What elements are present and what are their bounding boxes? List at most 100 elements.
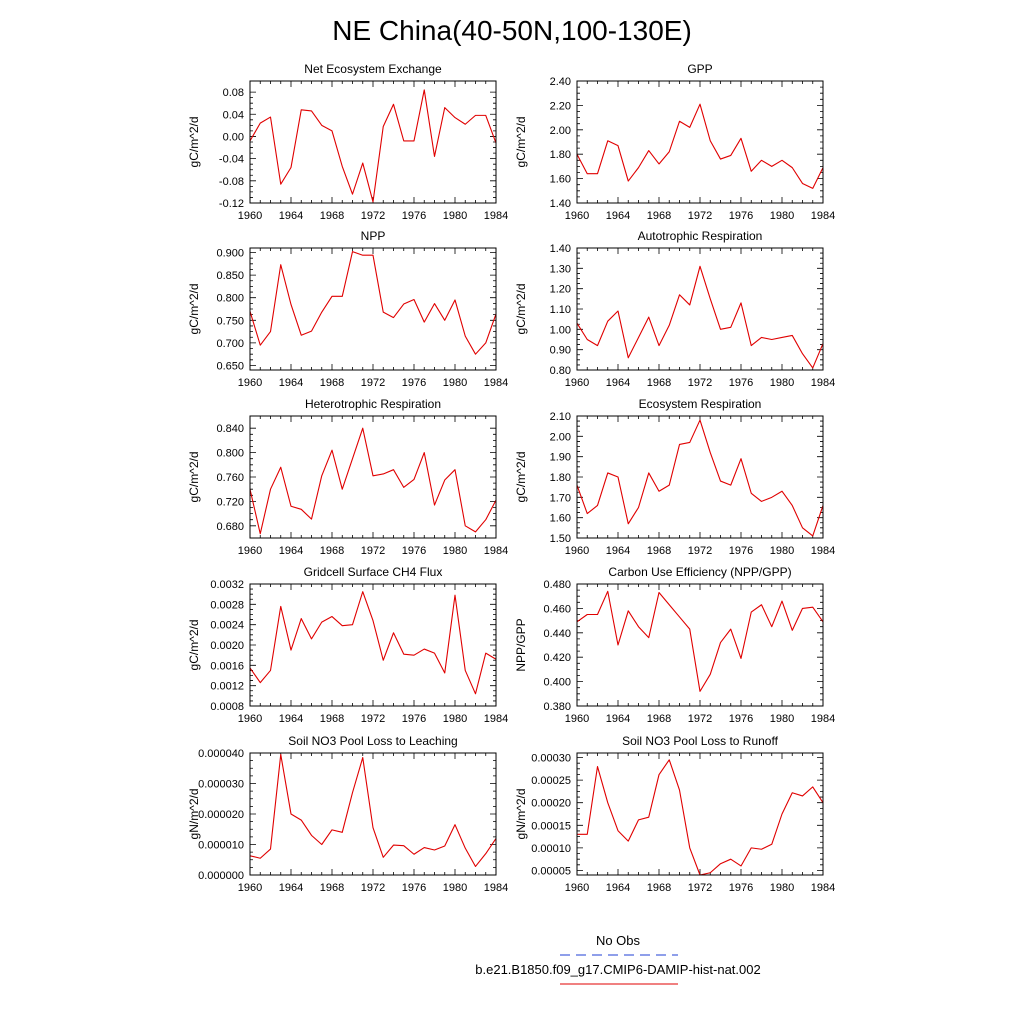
panel: Soil NO3 Pool Loss to Leaching gN/m^2/d 19…: [187, 734, 508, 894]
y-tick-label: 0.04: [223, 109, 244, 121]
x-tick-label: 1976: [729, 882, 753, 894]
panel: Soil NO3 Pool Loss to Runoff gN/m^2/d 1960…: [514, 734, 835, 894]
x-tick-label: 1964: [606, 377, 630, 389]
y-tick-label: 1.80: [550, 149, 571, 161]
y-tick-label: 0.380: [543, 701, 571, 713]
x-tick-label: 1980: [443, 210, 467, 222]
y-axis-label: gC/m^2/d: [514, 284, 528, 335]
y-tick-label: 0.000010: [198, 840, 244, 852]
x-tick-label: 1980: [770, 713, 794, 725]
y-tick-label: 0.0028: [210, 599, 244, 611]
y-tick-label: -0.04: [219, 154, 244, 166]
x-tick-label: 1972: [688, 713, 712, 725]
y-tick-label: 0.0016: [210, 660, 244, 672]
x-tick-label: 1964: [279, 545, 303, 557]
axis-ticks: [249, 81, 497, 204]
x-tick-label: 1960: [238, 210, 262, 222]
plot-frame: [249, 583, 497, 707]
x-tick-label: 1976: [729, 210, 753, 222]
series-line: [576, 265, 824, 369]
y-tick-label: 2.10: [550, 411, 571, 423]
y-tick-label: 1.40: [550, 198, 571, 210]
plot-frame: [249, 752, 497, 876]
x-tick-label: 1960: [565, 545, 589, 557]
y-tick-label: 0.720: [216, 496, 244, 508]
x-tick-label: 1972: [688, 882, 712, 894]
y-tick-label: 0.90: [550, 345, 571, 357]
x-tick-label: 1976: [402, 882, 426, 894]
panel-grid: Net Ecosystem Exchange gC/m^2/d 1960 1964 19…: [187, 62, 835, 894]
y-axis-label: gN/m^2/d: [514, 789, 528, 840]
y-tick-label: 0.00010: [531, 843, 571, 855]
x-tick-label: 1980: [443, 713, 467, 725]
x-tick-label: 1972: [688, 545, 712, 557]
x-tick-label: 1980: [770, 377, 794, 389]
x-tick-label: 1964: [606, 713, 630, 725]
y-tick-label: 0.000040: [198, 748, 244, 760]
y-tick-label: 0.0032: [210, 579, 244, 591]
x-tick-label: 1964: [606, 882, 630, 894]
x-tick-label: 1960: [565, 377, 589, 389]
y-axis-label: gC/m^2/d: [514, 117, 528, 168]
y-tick-label: 1.90: [550, 452, 571, 464]
x-tick-label: 1976: [402, 713, 426, 725]
y-tick-label: 2.40: [550, 76, 571, 88]
panel-title: Ecosystem Respiration: [639, 397, 762, 411]
y-tick-label: 0.00015: [531, 820, 571, 832]
y-tick-label: 0.000020: [198, 809, 244, 821]
y-tick-label: 0.000000: [198, 870, 244, 882]
panel-title: GPP: [687, 62, 712, 76]
x-tick-label: 1968: [647, 713, 671, 725]
series-line: [249, 427, 497, 535]
x-tick-label: 1972: [361, 713, 385, 725]
series-line: [576, 590, 824, 692]
plot-frame: [576, 247, 824, 371]
y-tick-label: 0.850: [216, 270, 244, 282]
x-tick-label: 1960: [238, 882, 262, 894]
y-tick-label: 0.680: [216, 521, 244, 533]
x-tick-label: 1976: [729, 713, 753, 725]
x-tick-label: 1972: [361, 882, 385, 894]
x-tick-label: 1976: [402, 377, 426, 389]
plot-frame: [576, 752, 824, 876]
x-tick-label: 1984: [484, 713, 508, 725]
x-tick-label: 1980: [770, 210, 794, 222]
panel: Gridcell Surface CH4 Flux gC/m^2/d 1960 196…: [187, 565, 508, 725]
series-line: [249, 251, 497, 355]
y-tick-label: 2.00: [550, 125, 571, 137]
panel: Autotrophic Respiration gC/m^2/d 1960 1964 1…: [514, 229, 835, 389]
plot-frame: [249, 247, 497, 371]
legend-model-label: b.e21.B1850.f09_g17.CMIP6-DAMIP-hist-nat…: [475, 962, 760, 977]
y-tick-label: 1.80: [550, 472, 571, 484]
x-tick-label: 1972: [361, 545, 385, 557]
panel: Net Ecosystem Exchange gC/m^2/d 1960 1964 19…: [187, 62, 508, 222]
panel: NPP gC/m^2/d 1960 1964 1968 1972 1976 1980 1984 0…: [187, 229, 508, 389]
axis-ticks: [576, 753, 824, 875]
x-tick-label: 1976: [402, 210, 426, 222]
y-tick-label: -0.12: [219, 198, 244, 210]
x-tick-label: 1968: [320, 545, 344, 557]
x-tick-label: 1984: [484, 377, 508, 389]
y-tick-label: 0.00030: [531, 753, 571, 765]
x-tick-label: 1976: [402, 545, 426, 557]
x-tick-label: 1984: [811, 545, 835, 557]
y-tick-label: 1.60: [550, 174, 571, 186]
x-tick-label: 1960: [238, 377, 262, 389]
x-tick-label: 1972: [688, 377, 712, 389]
x-tick-label: 1968: [647, 545, 671, 557]
axis-ticks: [249, 416, 497, 538]
x-tick-label: 1976: [729, 377, 753, 389]
y-tick-label: 1.70: [550, 492, 571, 504]
panel: GPP gC/m^2/d 1960 1964 1968 1972 1976 1980 1984 1…: [514, 62, 835, 222]
y-tick-label: 0.420: [543, 652, 571, 664]
y-axis-label: gC/m^2/d: [514, 452, 528, 503]
y-tick-label: 0.650: [216, 360, 244, 372]
panel-title: Soil NO3 Pool Loss to Leaching: [288, 734, 457, 748]
y-tick-label: 0.0020: [210, 640, 244, 652]
y-tick-label: 1.40: [550, 243, 571, 255]
y-tick-label: 0.00020: [531, 798, 571, 810]
axis-ticks: [249, 583, 497, 707]
y-tick-label: 1.10: [550, 304, 571, 316]
y-tick-label: 0.460: [543, 603, 571, 615]
